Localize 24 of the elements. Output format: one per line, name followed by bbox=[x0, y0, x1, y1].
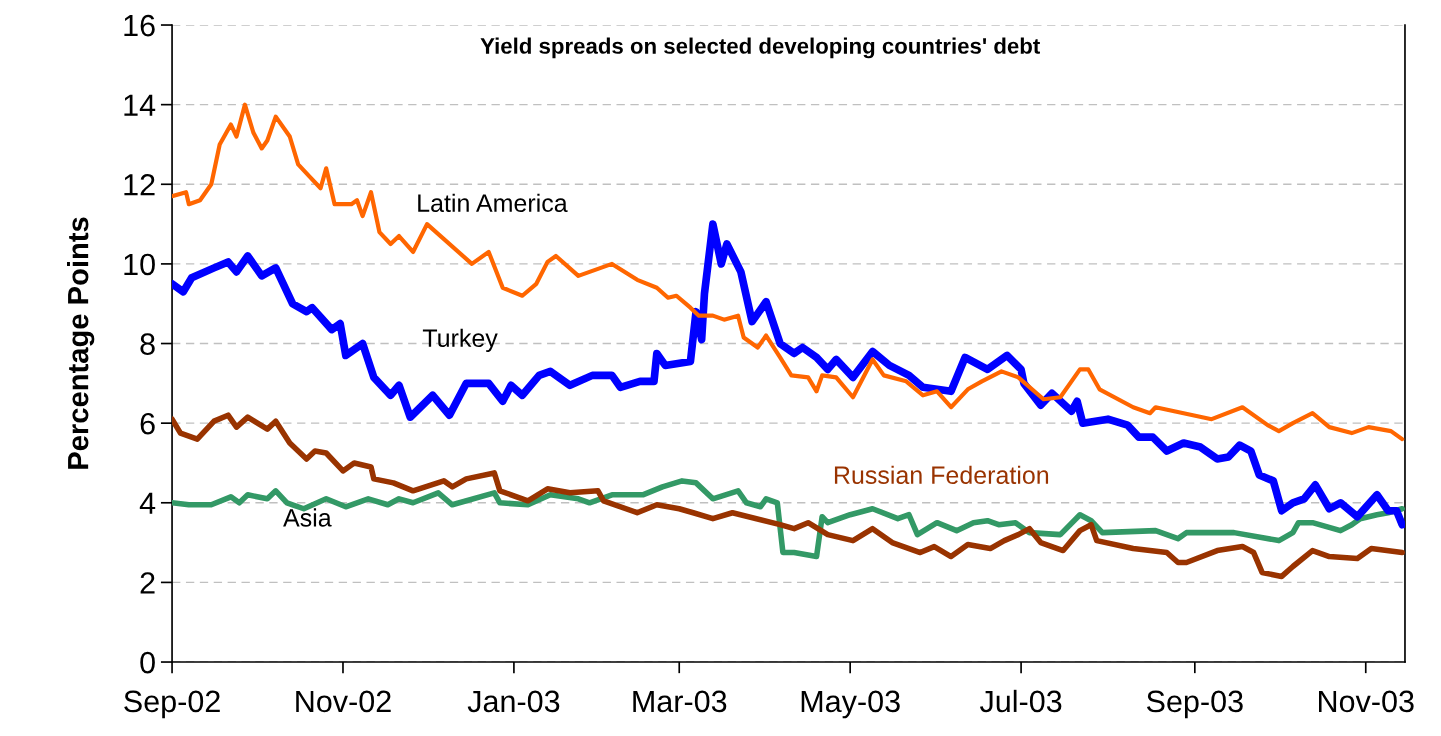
line-series bbox=[172, 102, 1405, 442]
series-label: Russian Federation bbox=[834, 465, 1049, 485]
y-tick-label: 4 bbox=[139, 492, 156, 514]
y-tick-label: 14 bbox=[124, 94, 156, 116]
x-tick-label: Jul-03 bbox=[979, 689, 1062, 713]
y-tick-label: 2 bbox=[140, 572, 155, 594]
series-label: Asia bbox=[283, 508, 332, 527]
y-axis-title: Percentage Points bbox=[67, 217, 95, 469]
y-tick-label: 10 bbox=[124, 253, 155, 276]
y-tick-label: 0 bbox=[140, 651, 155, 674]
y-tick-label: 16 bbox=[124, 14, 155, 37]
x-tick-label: Mar-03 bbox=[633, 690, 727, 713]
text: Yield spreads on selected developing countries' debt bbox=[480, 37, 1040, 59]
series-label: Latin America bbox=[418, 193, 568, 213]
x-tick-label: Nov-03 bbox=[1319, 690, 1414, 713]
x-tick-label: Sep-03 bbox=[1146, 690, 1243, 719]
x-tick-label: Sep-02 bbox=[124, 690, 220, 719]
y-tick-label: 8 bbox=[140, 333, 155, 355]
x-tick-label: May-03 bbox=[801, 690, 900, 719]
y-tick-label: 12 bbox=[124, 174, 155, 196]
y-tick-label: 6 bbox=[140, 412, 155, 435]
x-tick-label: Jan-03 bbox=[467, 690, 560, 713]
series-label: Turkey bbox=[422, 328, 498, 352]
x-tick-label: Nov-02 bbox=[296, 690, 391, 713]
